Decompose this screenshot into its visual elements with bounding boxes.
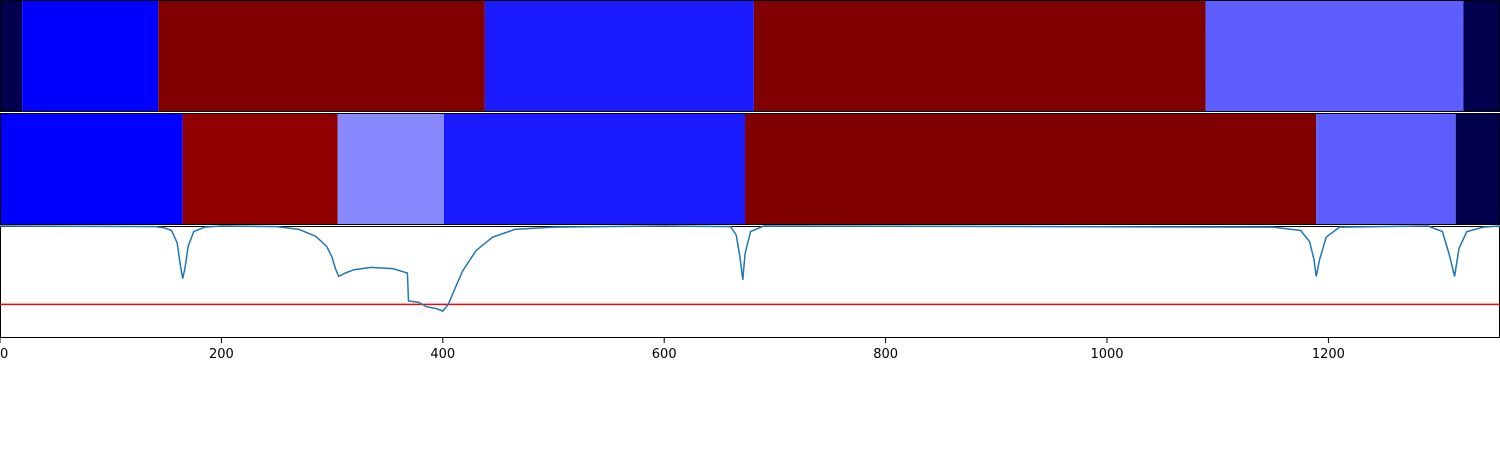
heatmap-tracks — [0, 0, 1500, 225]
track-segment — [1455, 113, 1500, 225]
track-segment — [22, 0, 159, 112]
track-segment — [484, 0, 754, 112]
track-segment — [1205, 0, 1464, 112]
signal-panel — [0, 225, 1500, 338]
x-tick-label: 1000 — [1090, 347, 1123, 362]
x-tick-label: 400 — [430, 347, 455, 362]
signal-frame — [0, 226, 1500, 338]
signal-line — [0, 225, 1500, 313]
track-segment — [753, 0, 1206, 112]
x-tick-label: 0 — [0, 347, 8, 362]
track-segment — [443, 113, 746, 225]
track-segment — [0, 113, 183, 225]
x-tick-label: 1200 — [1312, 347, 1345, 362]
track-segment — [0, 0, 23, 112]
x-tick-label: 600 — [652, 347, 677, 362]
track-segment — [182, 113, 338, 225]
x-tick-label: 800 — [873, 347, 898, 362]
x-axis: 0 200 400 600 800 1000 1200 — [0, 338, 1345, 362]
track-2 — [0, 113, 1500, 225]
track-segment — [1316, 113, 1456, 225]
x-tick-label: 200 — [209, 347, 234, 362]
track-segment — [745, 113, 1317, 225]
track-segment — [158, 0, 485, 112]
track-1 — [0, 0, 1500, 112]
track-segment — [337, 113, 444, 225]
track-segment — [1463, 0, 1500, 112]
